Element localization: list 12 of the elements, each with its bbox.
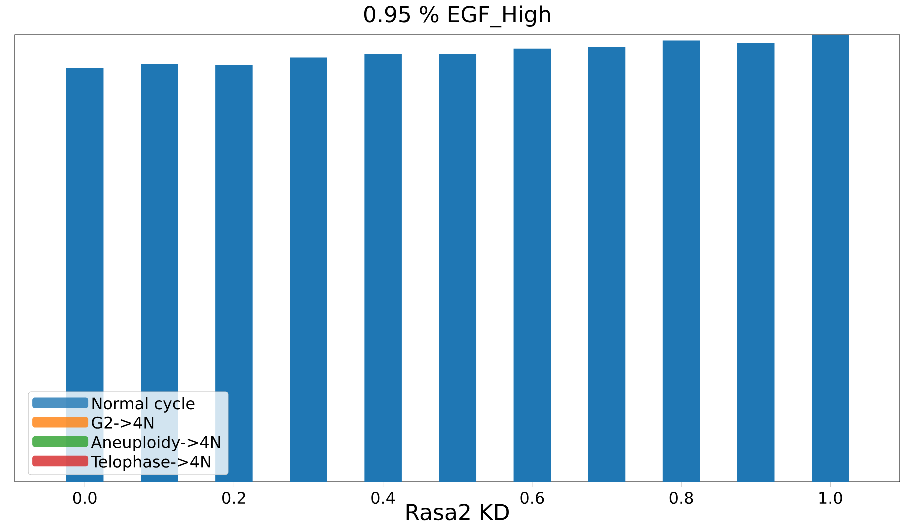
x-tick-label: 1.0 [820, 492, 842, 504]
legend-label: G2->4N [92, 416, 154, 429]
x-tick-label: 0.6 [520, 492, 544, 504]
x-axis-title: Rasa2 KD [406, 504, 509, 521]
x-tick-label: 0.4 [372, 492, 396, 504]
chart-title: 0.95 % EGF_High [364, 6, 550, 28]
x-tick-label: 0.0 [73, 492, 97, 504]
legend-label: Telophase->4N [91, 456, 210, 472]
legend-label: Aneuploidy->4N [91, 436, 220, 452]
x-tick-label: 0.8 [670, 492, 694, 504]
x-tick-label: 0.2 [222, 492, 246, 504]
legend-label: Normal cycle [92, 397, 195, 413]
